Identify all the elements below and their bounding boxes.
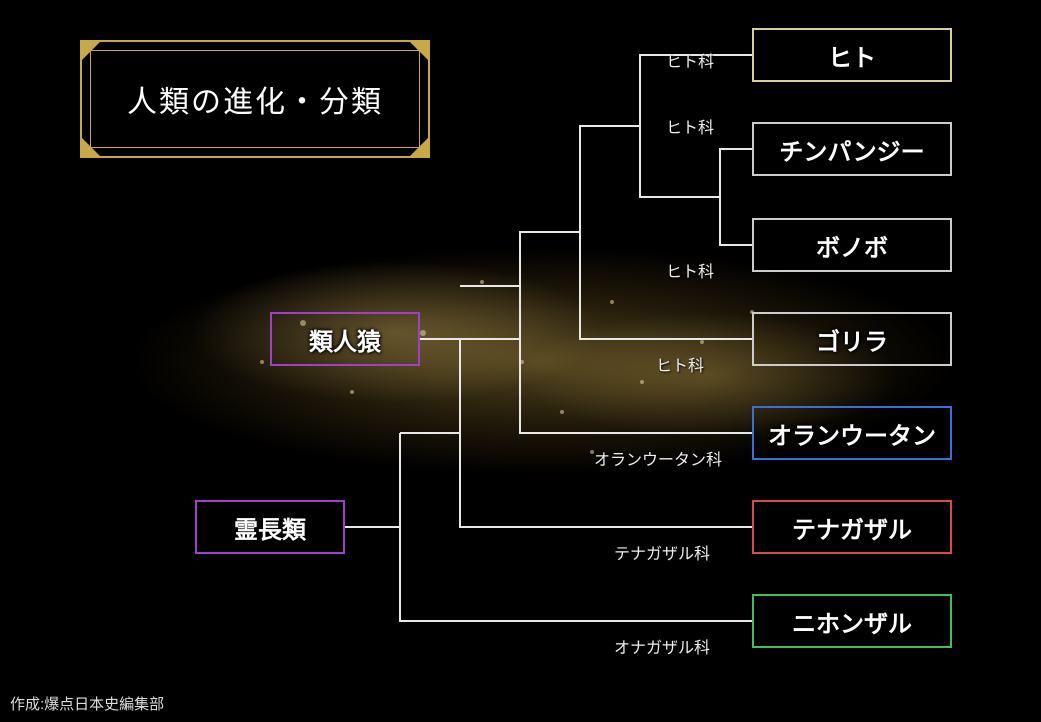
leaf-orangutan: オランウータン: [752, 406, 952, 460]
family-label-gibbon: テナガザル科: [614, 540, 710, 564]
page-title: 人類の進化・分類: [127, 77, 383, 121]
family-label-macaque: オナガザル科: [614, 634, 710, 658]
title-frame: 人類の進化・分類: [80, 40, 430, 158]
leaf-macaque: ニホンザル: [752, 594, 952, 648]
family-label-bonobo: ヒト科: [666, 258, 714, 282]
group-primates: 霊長類: [195, 500, 345, 554]
leaf-gibbon: テナガザル: [752, 500, 952, 554]
family-label-human: ヒト科: [666, 48, 714, 72]
leaf-chimp: チンパンジー: [752, 122, 952, 176]
family-label-chimp: ヒト科: [666, 114, 714, 138]
leaf-gorilla: ゴリラ: [752, 312, 952, 366]
family-label-gorilla: ヒト科: [656, 352, 704, 376]
credit-line: 作成:爆点日本史編集部: [10, 693, 164, 714]
leaf-bonobo: ボノボ: [752, 218, 952, 272]
leaf-human: ヒト: [752, 28, 952, 82]
family-label-orangutan: オランウータン科: [594, 446, 722, 470]
group-apes: 類人猿: [270, 312, 420, 366]
